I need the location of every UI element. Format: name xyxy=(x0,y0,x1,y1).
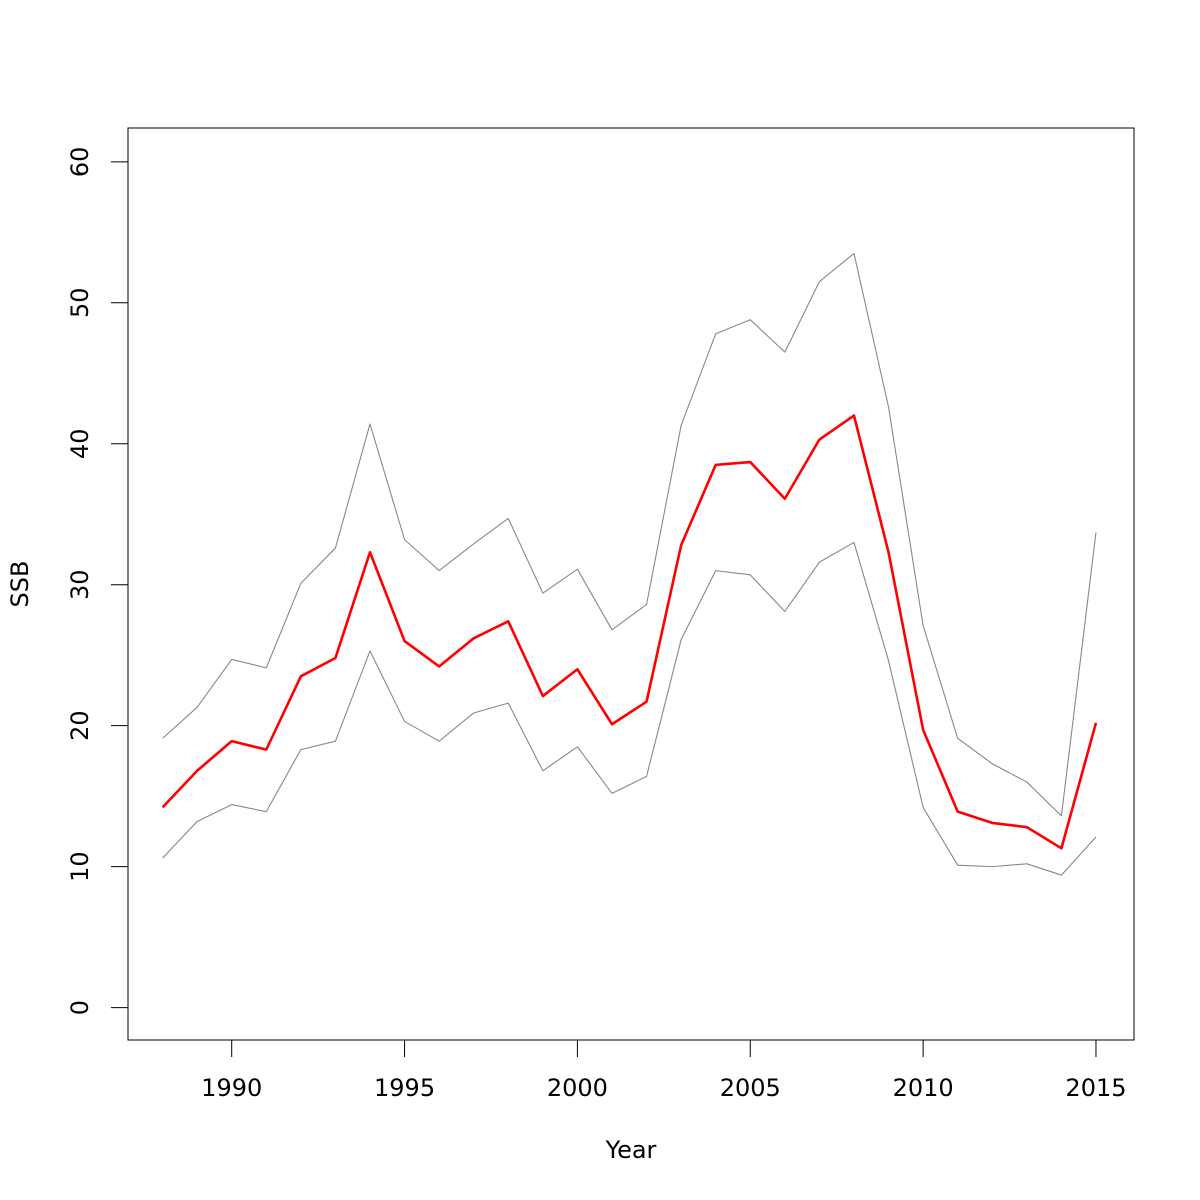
y-tick-label: 0 xyxy=(66,1000,94,1015)
y-tick-label: 30 xyxy=(66,569,94,600)
y-tick-label: 50 xyxy=(66,288,94,319)
x-tick-label: 2000 xyxy=(547,1074,608,1102)
x-tick-label: 2005 xyxy=(720,1074,781,1102)
x-tick-label: 1990 xyxy=(201,1074,262,1102)
y-axis: 0 10 20 30 40 50 60 xyxy=(66,147,129,1015)
series-line-estimate xyxy=(161,414,1098,850)
y-tick-label: 20 xyxy=(66,710,94,741)
x-tick-label: 1995 xyxy=(374,1074,435,1102)
y-tick-label: 40 xyxy=(66,428,94,459)
x-axis: 1990 1995 2000 2005 2010 2015 xyxy=(201,1039,1127,1102)
plot-frame xyxy=(127,127,1135,1041)
x-tick-label: 2010 xyxy=(893,1074,954,1102)
x-axis-title: Year xyxy=(605,1136,657,1164)
series-line-lower xyxy=(162,541,1097,876)
series-line-upper xyxy=(162,252,1097,817)
y-axis-title: SSB xyxy=(6,561,34,608)
y-tick-label: 60 xyxy=(66,147,94,178)
x-tick-label: 2015 xyxy=(1065,1074,1126,1102)
y-tick-label: 10 xyxy=(66,851,94,882)
series-layer xyxy=(161,252,1098,876)
